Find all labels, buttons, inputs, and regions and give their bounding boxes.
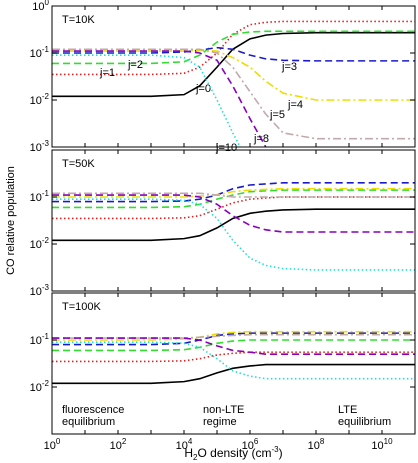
y-tick-label-exp: -1: [42, 45, 50, 54]
series-line: [52, 49, 415, 101]
annotation: equilibrium: [338, 416, 391, 428]
y-tick-label-exp: -3: [42, 139, 50, 148]
series-line: [52, 31, 415, 98]
series-line: [52, 333, 415, 339]
series-line: [52, 351, 415, 363]
series-label: j=8: [253, 133, 269, 145]
series-line: [52, 196, 415, 220]
plot-frame: [51, 5, 416, 148]
x-axis-label-part: O density (cm: [197, 446, 271, 460]
series-label: j=2: [127, 59, 143, 71]
panel-title: T=100K: [62, 301, 101, 313]
y-tick-label: 10-2: [30, 236, 50, 251]
series-line: [52, 46, 415, 62]
series-label: j=0: [195, 83, 211, 95]
series-line: [52, 50, 267, 147]
y-tick-label: 10-1: [30, 189, 50, 204]
y-tick-label: 10-3: [30, 139, 50, 154]
series-line: [52, 330, 415, 341]
x-tick-label: 1010: [371, 437, 393, 452]
y-tick-label-base: 10: [30, 192, 42, 204]
x-tick-label-exp: 8: [320, 437, 325, 446]
annotation: LTE: [338, 404, 357, 416]
panel-title: T=10K: [62, 14, 95, 26]
y-tick-label-exp: -3: [42, 283, 50, 292]
series-label: j=3: [281, 61, 297, 73]
series-label: j=1: [99, 67, 115, 79]
series-line: [52, 192, 415, 198]
x-tick-label-base: 10: [176, 440, 188, 452]
y-tick-label-base: 10: [30, 286, 42, 298]
series-line: [52, 48, 415, 140]
series-line: [52, 341, 415, 380]
series-line: [52, 187, 415, 198]
x-tick-label-base: 10: [44, 440, 56, 452]
x-axis-label-part: ): [279, 446, 283, 460]
y-tick-label-base: 10: [32, 1, 44, 13]
plot-frame: [51, 149, 416, 292]
series-line: [52, 337, 415, 355]
y-tick-label: 10-3: [30, 283, 50, 298]
y-tick-label-base: 10: [30, 335, 42, 347]
x-tick-label-base: 10: [242, 440, 254, 452]
y-axis-label: CO relative population: [5, 166, 17, 275]
annotation: fluorescence: [62, 404, 124, 416]
y-tick-label-exp: 0: [45, 0, 50, 7]
y-tick-label-base: 10: [30, 95, 42, 107]
series-line: [52, 339, 415, 352]
series-line: [52, 194, 415, 233]
x-tick-label-exp: 0: [56, 437, 61, 446]
x-tick-label-base: 10: [308, 440, 320, 452]
series-label: j=5: [269, 109, 285, 121]
x-tick-label-exp: 6: [254, 437, 259, 446]
y-tick-label-base: 10: [30, 48, 42, 60]
annotation: regime: [203, 416, 237, 428]
x-tick-label: 104: [176, 437, 193, 452]
x-tick-label-base: 10: [371, 440, 383, 452]
series-line: [52, 363, 415, 385]
annotation: equilibrium: [62, 416, 115, 428]
x-tick-label-exp: 2: [122, 437, 127, 446]
series-label: j=10: [215, 142, 237, 154]
x-tick-label: 108: [308, 437, 325, 452]
y-tick-label: 10-2: [30, 92, 50, 107]
x-tick-label: 102: [110, 437, 127, 452]
series-line: [52, 182, 415, 203]
y-tick-label: 10-1: [30, 45, 50, 60]
series-line: [52, 30, 415, 65]
y-tick-label-exp: -2: [42, 92, 50, 101]
y-tick-label-exp: -1: [42, 332, 50, 341]
y-tick-label-base: 10: [30, 382, 42, 394]
series-line: [52, 208, 415, 242]
y-tick-label: 10-2: [30, 379, 50, 394]
x-tick-label-base: 10: [110, 440, 122, 452]
x-axis-label-part: 2: [193, 453, 198, 462]
series-line: [52, 198, 415, 271]
series-line: [52, 20, 415, 76]
y-tick-label-exp: -2: [42, 236, 50, 245]
y-tick-label: 10-1: [30, 332, 50, 347]
x-axis-label: H2O density (cm-3): [184, 445, 282, 462]
y-tick-label-exp: -2: [42, 379, 50, 388]
series-line: [52, 189, 415, 209]
series-line: [52, 332, 415, 346]
series-line: [52, 54, 242, 147]
x-tick-label-exp: 4: [188, 437, 193, 446]
y-tick-label-exp: -1: [42, 189, 50, 198]
y-tick-label-base: 10: [30, 239, 42, 251]
y-tick-label-base: 10: [30, 142, 42, 154]
x-axis-label-part: -3: [272, 445, 280, 454]
panel-title: T=50K: [62, 158, 95, 170]
y-tick-label: 100: [32, 0, 49, 13]
x-tick-label: 100: [44, 437, 61, 452]
x-axis-label-part: H: [184, 446, 193, 460]
plot-frame: [51, 292, 416, 435]
x-tick-label-exp: 10: [384, 437, 393, 446]
series-label: j=4: [287, 99, 303, 111]
annotation: non-LTE: [203, 404, 244, 416]
x-tick-label: 106: [242, 437, 259, 452]
